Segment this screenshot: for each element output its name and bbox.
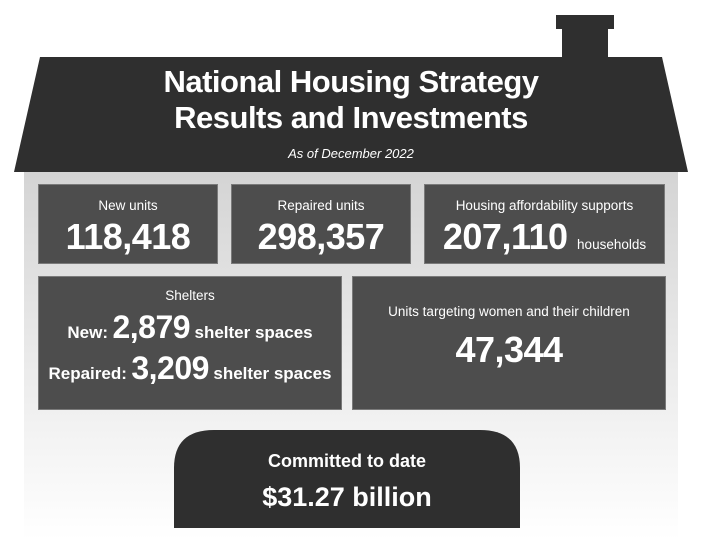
shelters-repaired-unit: shelter spaces bbox=[213, 364, 332, 383]
affordability-unit: households bbox=[577, 237, 647, 252]
house-door bbox=[174, 430, 520, 528]
shelters-new-line: New: 2,879 shelter spaces bbox=[39, 310, 341, 351]
repaired-units-panel: Repaired units 298,357 bbox=[231, 184, 411, 264]
new-units-value: 118,418 bbox=[65, 216, 191, 257]
repaired-units-value: 298,357 bbox=[257, 216, 385, 257]
shelters-repaired-label: Repaired: bbox=[48, 364, 127, 383]
title-line-2: Results and Investments bbox=[174, 100, 528, 135]
affordability-panel: Housing affordability supports 207,110 h… bbox=[424, 184, 665, 264]
affordability-value: 207,110 bbox=[442, 216, 568, 257]
chimney-cap bbox=[556, 15, 614, 29]
shelters-repaired-line: Repaired: 3,209 shelter spaces bbox=[39, 351, 341, 392]
page-title: National Housing Strategy Results and In… bbox=[0, 64, 702, 136]
shelters-new-label: New: bbox=[67, 323, 108, 342]
repaired-units-label: Repaired units bbox=[277, 198, 365, 213]
women-children-panel: Units targeting women and their children… bbox=[352, 276, 666, 410]
shelters-new-unit: shelter spaces bbox=[194, 323, 313, 342]
committed-block: Committed to date $31.27 billion bbox=[174, 430, 520, 528]
title-line-1: National Housing Strategy bbox=[163, 64, 539, 99]
shelters-new-value: 2,879 bbox=[112, 309, 191, 345]
shelters-repaired-value: 3,209 bbox=[131, 350, 209, 386]
committed-label: Committed to date bbox=[267, 451, 426, 471]
shelters-label: Shelters bbox=[165, 288, 215, 303]
new-units-panel: New units 118,418 bbox=[38, 184, 218, 264]
women-children-value: 47,344 bbox=[455, 329, 563, 370]
as-of-date: As of December 2022 bbox=[288, 146, 414, 161]
committed-value: $31.27 billion bbox=[262, 482, 432, 512]
house-roof bbox=[14, 57, 688, 172]
shelters-panel: Shelters New: 2,879 shelter spaces Repai… bbox=[38, 276, 342, 410]
new-units-label: New units bbox=[98, 198, 158, 213]
women-children-label: Units targeting women and their children bbox=[388, 304, 630, 319]
affordability-label: Housing affordability supports bbox=[455, 198, 634, 213]
affordability-value-line: 207,110 households bbox=[425, 217, 664, 265]
